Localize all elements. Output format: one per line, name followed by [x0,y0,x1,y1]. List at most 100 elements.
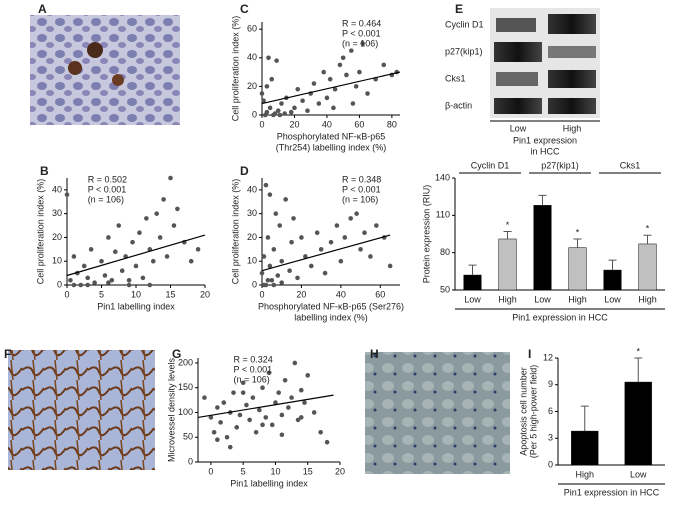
point [113,249,118,255]
point [302,400,307,405]
x-tick-label: High [498,294,517,304]
bar [568,247,587,291]
x-tick-label: 0 [208,466,213,476]
point [374,223,379,228]
point [348,216,354,221]
point [99,258,104,264]
y-axis-label: Apoptosis cell number [518,367,528,456]
point [137,230,142,235]
point [282,377,288,383]
point [324,95,330,101]
x-tick-label: 40 [336,289,346,299]
x-tick-label: 0 [64,289,69,299]
point [298,387,304,393]
blot-row-label: p27(kip1) [445,46,483,56]
blot-band [496,72,538,86]
y-tick-label: 10 [52,256,62,266]
point [263,182,269,188]
x-tick-label: Low [604,294,621,304]
x-axis-label: Phosphorylated NF-κB-p65 [277,131,386,141]
panel-label: A [38,2,47,16]
point [311,81,317,86]
point [261,282,267,288]
point [202,395,207,400]
y-tick-label: 200 [178,357,193,367]
point [318,247,324,252]
point [308,263,314,269]
point [261,254,267,259]
point [277,112,283,118]
bar [533,205,552,291]
trend-line [197,394,334,419]
panel-label: E [455,2,463,16]
x-tick-label: 60 [354,119,364,129]
point [362,230,367,235]
point [126,282,132,288]
point [168,175,173,181]
point [381,62,387,68]
group-label: Cks1 [620,160,641,170]
point [119,268,125,274]
stat-text: (n = 106) [342,38,378,48]
image-f [8,350,155,470]
y-axis-label: Cell proliferation index (%) [230,16,240,122]
point [365,91,370,96]
blot-band [494,42,542,62]
point [106,235,111,240]
x-tick-label: 15 [165,289,175,299]
point [259,91,265,96]
blot-band [548,46,596,58]
point [332,86,338,92]
point [265,277,271,283]
error-bar [608,259,617,271]
x-tick-label: 10 [270,466,280,476]
bar [638,243,657,291]
x-tick-label: 5 [241,466,246,476]
point [276,390,281,395]
y-tick-label: 30 [247,208,257,218]
x-tick-label: High [575,469,594,479]
x-axis-label: labelling index (%) [294,312,368,322]
y-tick-label: 100 [178,407,193,417]
point [175,206,180,212]
point [279,258,285,264]
y-tick-label: 3 [548,433,553,443]
point [328,239,334,245]
point [264,84,270,89]
blot-band [548,98,596,114]
point [322,270,328,276]
y-tick-label: 150 [178,382,193,392]
x-axis-label: (Thr254) labelling index (%) [276,142,387,152]
point [353,84,359,89]
stat-text: P < 0.001 [342,184,381,194]
point [314,230,320,235]
point [277,223,283,228]
x-tick-label: Low [630,469,647,479]
point [357,69,362,75]
x-tick-label: 15 [303,466,313,476]
x-axis-label: Pin1 expression in HCC [564,487,660,497]
point [161,197,166,202]
bar [603,269,622,291]
point [279,101,284,106]
point [265,235,271,240]
y-tick-label: 12 [543,352,553,362]
point [266,370,272,376]
point [211,429,217,435]
point [237,412,243,418]
x-tick-label: 10 [131,289,141,299]
lane-label: Low [510,123,527,133]
point [231,390,236,395]
point [227,444,233,450]
point [305,373,311,378]
point [292,360,298,366]
blot-row-label: β-actin [445,100,472,110]
point [267,192,273,197]
point [130,239,135,245]
blot-row-label: Cyclin D1 [445,19,484,29]
y-tick-label: 40 [247,184,257,194]
y-tick-label: 20 [247,232,257,242]
point [171,223,177,228]
point [164,254,170,259]
point [288,109,294,115]
